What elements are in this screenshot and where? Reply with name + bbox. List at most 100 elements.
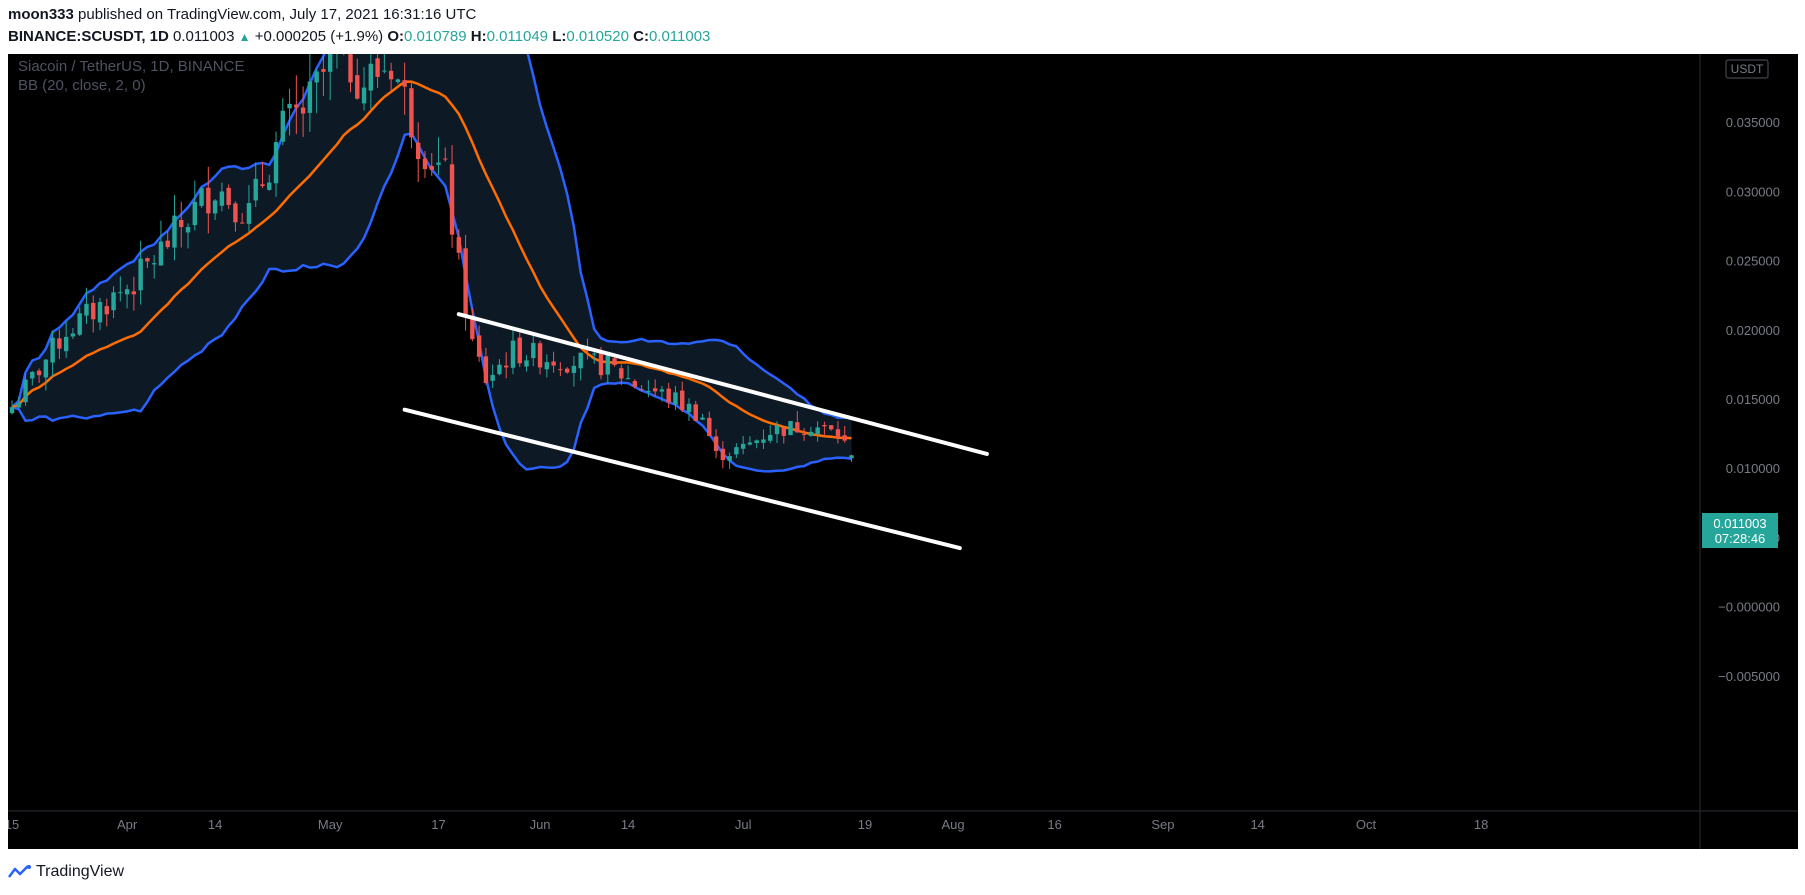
trendlines[interactable]	[402, 312, 989, 551]
candle[interactable]	[253, 162, 258, 207]
candle[interactable]	[294, 75, 299, 135]
price-chart[interactable]: Siacoin / TetherUS, 1D, BINANCE BB (20, …	[8, 54, 1798, 849]
candle[interactable]	[23, 373, 28, 406]
candle[interactable]	[686, 398, 692, 421]
candle[interactable]	[43, 358, 49, 391]
candle[interactable]	[165, 230, 170, 250]
candle[interactable]	[646, 380, 651, 398]
candle[interactable]	[801, 428, 807, 441]
candle[interactable]	[16, 396, 21, 409]
candle[interactable]	[118, 276, 123, 302]
candle[interactable]	[551, 351, 556, 373]
candle[interactable]	[97, 297, 103, 331]
candle[interactable]	[361, 66, 367, 111]
candle[interactable]	[199, 187, 204, 208]
candle[interactable]	[50, 330, 55, 377]
candle[interactable]	[632, 379, 638, 389]
candle[interactable]	[673, 385, 678, 410]
candle[interactable]	[497, 359, 502, 376]
candle[interactable]	[605, 352, 610, 385]
candle[interactable]	[36, 368, 42, 383]
candle[interactable]	[828, 425, 834, 431]
author-name[interactable]: moon333	[8, 6, 74, 23]
candle[interactable]	[639, 384, 644, 392]
candle[interactable]	[57, 329, 62, 360]
candle[interactable]	[91, 295, 96, 333]
candle[interactable]	[761, 429, 766, 449]
candle[interactable]	[355, 58, 360, 100]
candle[interactable]	[768, 425, 773, 444]
candle[interactable]	[842, 425, 847, 443]
candle[interactable]	[476, 325, 482, 362]
candle[interactable]	[619, 364, 624, 386]
candle[interactable]	[504, 352, 509, 379]
candle[interactable]	[77, 307, 82, 337]
candle[interactable]	[395, 78, 401, 84]
time-axis[interactable]: 15 Apr 14 May 17 Jun 14 Jul 19 Aug 16 Sep 14 Oct 18	[8, 817, 1488, 832]
candle[interactable]	[781, 427, 786, 444]
candle[interactable]	[226, 184, 231, 209]
candle[interactable]	[239, 213, 245, 224]
candle[interactable]	[172, 195, 177, 261]
candle[interactable]	[382, 54, 387, 74]
candle[interactable]	[388, 62, 394, 93]
candle[interactable]	[537, 340, 543, 375]
candle[interactable]	[273, 131, 279, 198]
candle[interactable]	[558, 362, 563, 376]
candle[interactable]	[429, 153, 434, 176]
candle[interactable]	[470, 308, 475, 342]
candle[interactable]	[63, 320, 69, 359]
candle[interactable]	[314, 69, 319, 114]
lower-channel-trendline[interactable]	[402, 407, 962, 551]
candle[interactable]	[740, 435, 746, 455]
candle[interactable]	[84, 287, 89, 324]
candle[interactable]	[680, 381, 685, 413]
candle[interactable]	[564, 367, 570, 374]
tradingview-logo-icon[interactable]	[8, 864, 32, 880]
candle[interactable]	[625, 365, 631, 380]
candle[interactable]	[443, 147, 448, 162]
candle[interactable]	[544, 354, 550, 378]
candle[interactable]	[246, 185, 252, 232]
candle[interactable]	[212, 199, 218, 221]
candle[interactable]	[652, 379, 658, 396]
candle[interactable]	[192, 180, 197, 231]
candle[interactable]	[368, 54, 374, 110]
candle[interactable]	[774, 421, 780, 443]
candle[interactable]	[233, 201, 238, 232]
candle[interactable]	[578, 352, 583, 381]
candle[interactable]	[9, 400, 15, 415]
candle[interactable]	[260, 161, 265, 189]
candle[interactable]	[124, 284, 130, 309]
candles[interactable]	[9, 54, 854, 469]
candle[interactable]	[734, 443, 739, 458]
candle[interactable]	[456, 229, 462, 260]
candle[interactable]	[747, 436, 753, 446]
upper-channel-trendline[interactable]	[456, 312, 989, 456]
candle[interactable]	[727, 452, 732, 469]
candle[interactable]	[659, 386, 665, 402]
candle[interactable]	[524, 355, 529, 372]
candle[interactable]	[158, 220, 164, 266]
candle[interactable]	[335, 54, 339, 69]
candle[interactable]	[822, 421, 827, 436]
candle[interactable]	[307, 54, 313, 132]
candle[interactable]	[795, 411, 800, 433]
candle[interactable]	[30, 370, 35, 386]
candle[interactable]	[111, 286, 116, 319]
candle[interactable]	[754, 439, 759, 449]
candle[interactable]	[219, 182, 225, 212]
candle[interactable]	[693, 400, 698, 421]
candle[interactable]	[179, 201, 184, 248]
candle[interactable]	[321, 56, 326, 96]
candle[interactable]	[436, 137, 441, 175]
candle[interactable]	[70, 328, 76, 339]
candle[interactable]	[131, 276, 137, 311]
candle[interactable]	[375, 54, 380, 88]
candle[interactable]	[700, 413, 705, 420]
candle[interactable]	[206, 166, 211, 234]
candle[interactable]	[327, 54, 333, 101]
candle[interactable]	[815, 421, 820, 442]
candle[interactable]	[449, 145, 455, 248]
candle[interactable]	[808, 426, 814, 437]
